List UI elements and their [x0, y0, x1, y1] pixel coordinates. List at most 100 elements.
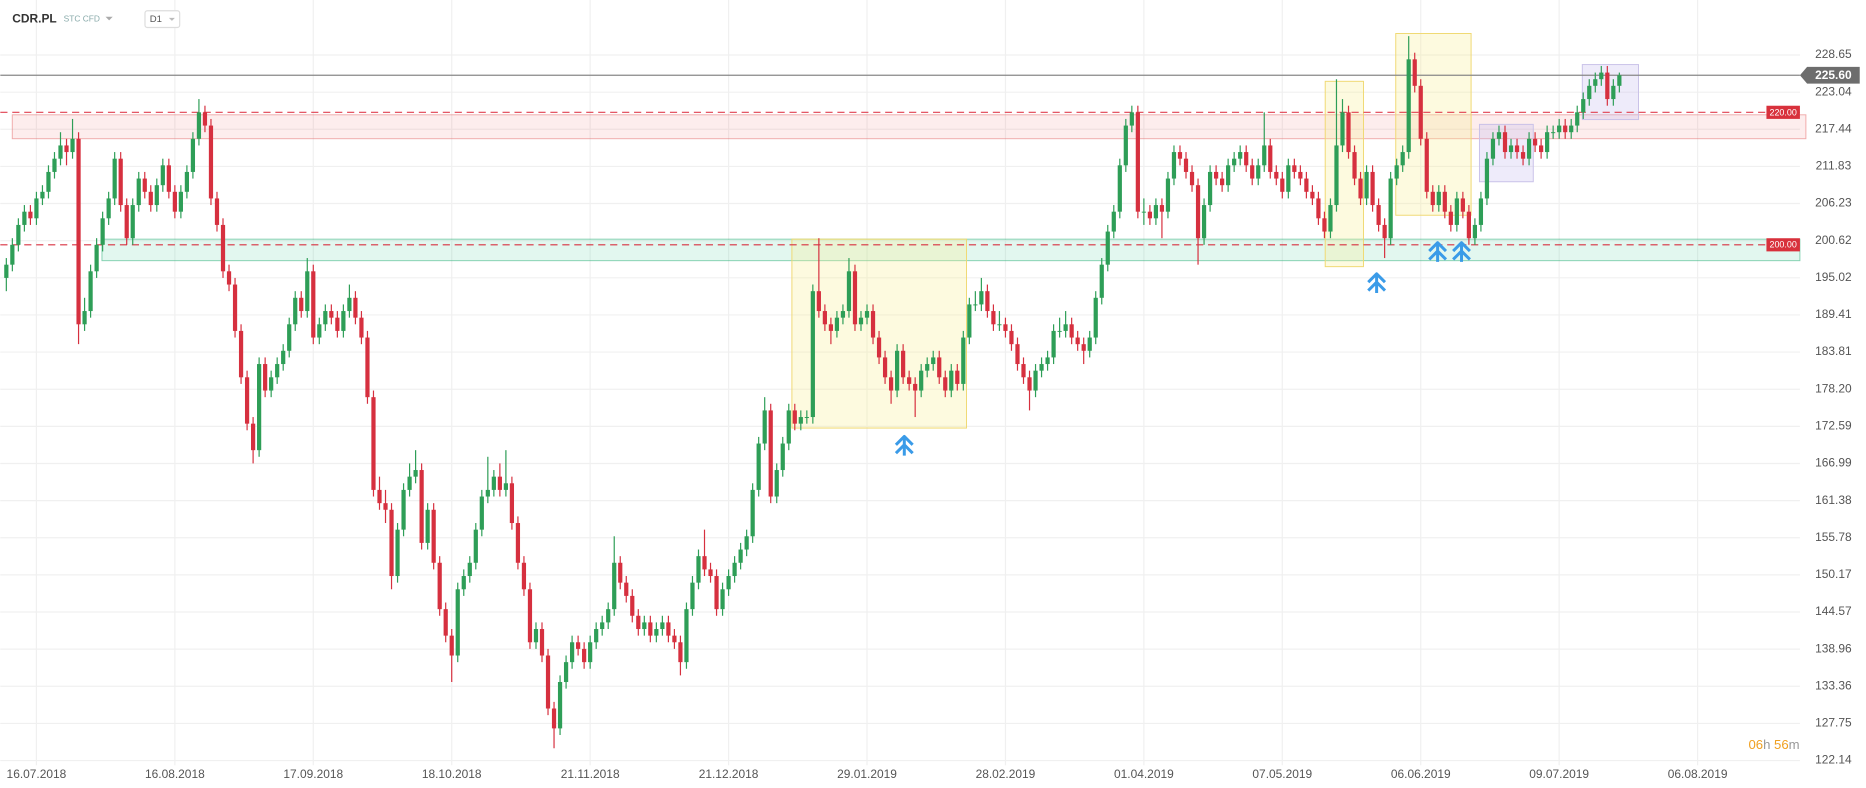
candle-body — [287, 324, 292, 351]
candle-body — [190, 138, 196, 172]
candle-body — [545, 655, 551, 709]
candle-body — [660, 622, 665, 630]
candle-body — [413, 470, 418, 477]
candle-body — [834, 317, 840, 331]
candle-body — [1045, 357, 1050, 365]
candle-body — [22, 211, 27, 225]
x-tick-label: 18.10.2018 — [422, 767, 482, 781]
candle-body — [732, 562, 737, 577]
candle-body — [202, 112, 208, 126]
candle-body — [70, 138, 75, 153]
interval-selector[interactable] — [144, 10, 181, 29]
candle-body — [431, 509, 436, 563]
candle-body — [395, 529, 400, 577]
y-tick-label: 138.96 — [1815, 641, 1852, 655]
candle-body — [1159, 205, 1165, 212]
dropdown-caret[interactable] — [105, 16, 113, 21]
candle-body — [1400, 152, 1405, 166]
highlight-box — [1324, 80, 1364, 268]
candle-body — [630, 595, 635, 616]
candle-body — [455, 589, 460, 656]
candle-body — [1123, 125, 1128, 166]
candle-body — [178, 191, 183, 212]
candle-body — [1081, 344, 1086, 351]
candle-body — [1364, 171, 1369, 199]
candle-body — [1334, 145, 1339, 206]
candle-body — [311, 271, 316, 338]
x-tick-label: 06.08.2019 — [1668, 767, 1728, 781]
candle-body — [10, 244, 15, 265]
candle-body — [576, 642, 581, 649]
candle-body — [4, 264, 9, 278]
candle-body — [1262, 145, 1267, 166]
levels — [0, 74, 1800, 246]
candle-body — [1328, 205, 1333, 232]
candle-body — [1358, 178, 1363, 199]
candle-body — [1406, 59, 1411, 153]
candle-body — [214, 198, 220, 225]
candle-body — [925, 364, 930, 371]
candle-body — [1292, 165, 1297, 172]
candle-body — [1220, 178, 1225, 186]
y-tick-label: 178.20 — [1815, 381, 1852, 395]
candle-body — [720, 589, 725, 610]
candle-body — [1442, 191, 1447, 212]
candle-body — [94, 244, 99, 272]
candle-body — [840, 311, 846, 318]
candle-body — [106, 198, 111, 219]
up-arrow — [1452, 241, 1471, 262]
candle-body — [864, 311, 870, 318]
candle-body — [485, 489, 490, 497]
symbol: CDR.PL — [12, 11, 56, 25]
y-tick-label: 155.78 — [1815, 530, 1852, 544]
candle-body — [497, 476, 502, 490]
candle-body — [913, 383, 918, 391]
candle-body — [1532, 138, 1538, 146]
candle-body — [1340, 112, 1345, 146]
candle-body — [347, 297, 352, 312]
candle-body — [275, 364, 280, 378]
candle-body — [1551, 132, 1556, 134]
candle-body — [148, 191, 153, 206]
candle-body — [1490, 138, 1496, 159]
candle-body — [1298, 171, 1303, 179]
candle-body — [1478, 198, 1484, 225]
candle-body — [40, 191, 45, 199]
up-arrow — [1367, 272, 1387, 293]
candle-body — [1274, 171, 1279, 179]
candle-body — [1207, 171, 1213, 206]
candle-body — [852, 271, 858, 325]
candle-body — [955, 370, 960, 384]
candle-body — [1117, 165, 1122, 212]
candle-body — [1430, 191, 1435, 206]
countdown-hours: 06 — [1749, 738, 1764, 753]
candle-body — [1051, 330, 1056, 358]
last-price-tag — [1799, 66, 1860, 84]
candle-body — [810, 291, 815, 418]
candle-body — [551, 708, 557, 729]
candle-body — [196, 112, 202, 139]
candle-body — [678, 642, 683, 663]
candle-body — [166, 165, 171, 192]
candle-body — [533, 629, 539, 643]
candle-body — [503, 483, 508, 490]
candle-body — [600, 622, 605, 630]
candle-body — [539, 629, 545, 656]
candles — [4, 36, 1622, 749]
candle-body — [828, 324, 834, 331]
candle-body — [269, 377, 274, 391]
y-tick-label: 223.04 — [1815, 84, 1852, 98]
candle-body — [1195, 185, 1201, 239]
candle-body — [142, 178, 147, 192]
candle-body — [762, 410, 767, 444]
candle-body — [1232, 158, 1237, 166]
countdown-unit: h — [1763, 738, 1770, 753]
candle-body — [449, 635, 454, 656]
candle-body — [816, 291, 821, 312]
candle-body — [184, 171, 190, 192]
candle-body — [100, 218, 105, 245]
level-label: 220.00 — [1769, 107, 1796, 117]
x-tick-label: 06.06.2019 — [1391, 767, 1451, 781]
candle-body — [305, 271, 310, 312]
candle-body — [1520, 152, 1526, 159]
